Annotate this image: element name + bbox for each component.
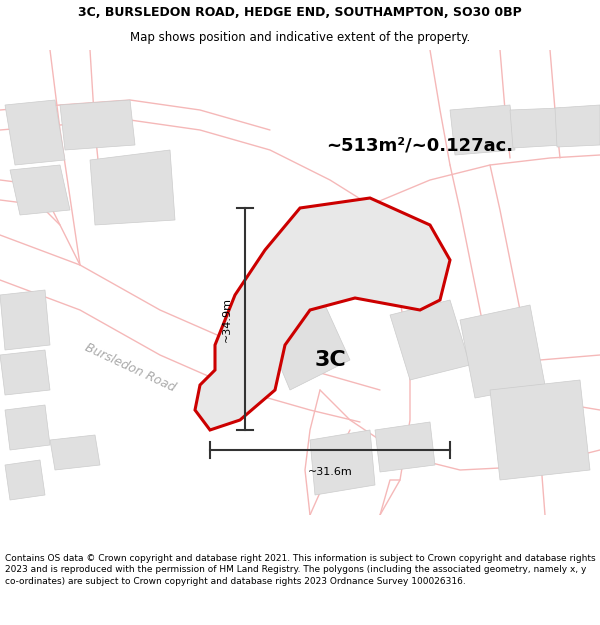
Polygon shape [60, 100, 135, 150]
Text: ~34.9m: ~34.9m [222, 296, 232, 341]
Polygon shape [5, 405, 50, 450]
Polygon shape [555, 105, 600, 147]
Polygon shape [5, 460, 45, 500]
Polygon shape [450, 105, 515, 155]
Polygon shape [5, 100, 65, 165]
Polygon shape [510, 108, 563, 148]
Polygon shape [375, 422, 435, 472]
Text: Map shows position and indicative extent of the property.: Map shows position and indicative extent… [130, 31, 470, 44]
Polygon shape [10, 165, 70, 215]
Text: Contains OS data © Crown copyright and database right 2021. This information is : Contains OS data © Crown copyright and d… [5, 554, 595, 586]
Polygon shape [490, 380, 590, 480]
Polygon shape [90, 150, 175, 225]
Text: Bursledon Road: Bursledon Road [83, 341, 178, 395]
Polygon shape [50, 435, 100, 470]
Text: 3C, BURSLEDON ROAD, HEDGE END, SOUTHAMPTON, SO30 0BP: 3C, BURSLEDON ROAD, HEDGE END, SOUTHAMPT… [78, 6, 522, 19]
Text: ~513m²/~0.127ac.: ~513m²/~0.127ac. [326, 136, 514, 154]
Polygon shape [195, 198, 450, 430]
Polygon shape [0, 350, 50, 395]
Polygon shape [390, 300, 470, 380]
Polygon shape [265, 305, 350, 390]
Polygon shape [310, 430, 375, 495]
Polygon shape [0, 290, 50, 350]
Polygon shape [460, 305, 545, 398]
Text: 3C: 3C [314, 350, 346, 370]
Text: ~31.6m: ~31.6m [308, 467, 352, 477]
